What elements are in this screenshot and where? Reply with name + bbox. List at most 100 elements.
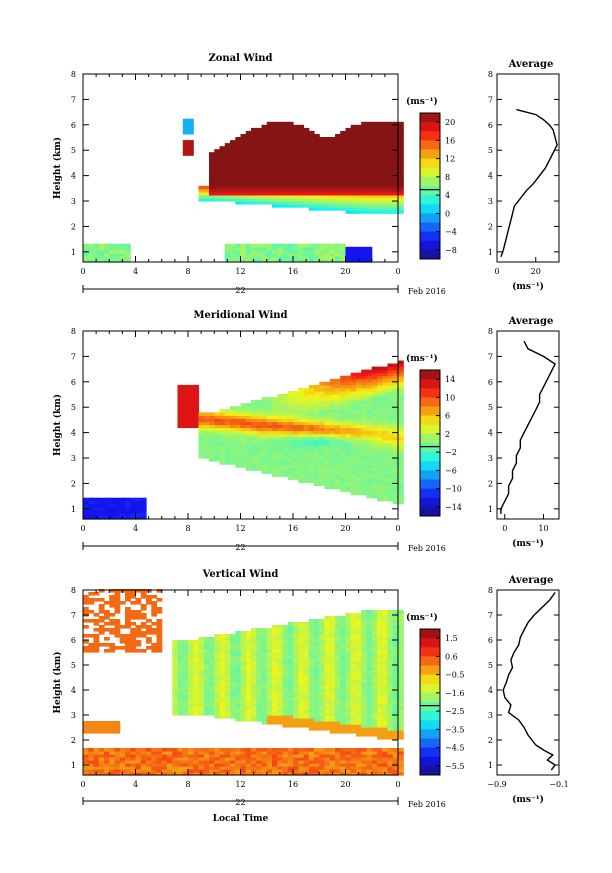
heatmap-cell: [167, 763, 173, 767]
heatmap-cell: [314, 769, 320, 773]
heatmap-cell: [224, 243, 231, 248]
heatmap-cell: [329, 688, 336, 692]
heatmap-cell: [287, 412, 294, 416]
colorbar-swatch: [420, 424, 440, 435]
heatmap-cell: [308, 188, 315, 193]
heatmap-cell: [125, 646, 131, 650]
heatmap-cell: [361, 378, 367, 383]
heatmap-cell: [277, 625, 284, 629]
heatmap-cell: [377, 766, 383, 770]
heatmap-cell: [335, 688, 341, 692]
heatmap-cell: [209, 682, 215, 686]
heatmap-cell: [93, 634, 100, 638]
heatmap-cell: [282, 161, 289, 165]
heatmap-cell: [93, 769, 100, 773]
heatmap-cell: [261, 694, 268, 698]
heatmap-cell: [230, 427, 236, 432]
heatmap-cell: [377, 369, 383, 374]
heatmap-cell: [140, 500, 147, 505]
heatmap-cell: [272, 694, 278, 698]
heatmap-cell: [293, 430, 299, 435]
heatmap-cell: [345, 461, 352, 465]
heatmap-cell: [356, 143, 362, 147]
heatmap-cell: [272, 182, 278, 187]
heatmap-cell: [387, 427, 394, 432]
heatmap-cell: [319, 757, 326, 761]
heatmap-cell: [361, 625, 367, 629]
heatmap-cell: [361, 679, 367, 683]
heatmap-cell: [377, 155, 383, 159]
heatmap-cell: [177, 397, 184, 401]
heatmap-cell: [361, 372, 367, 377]
heatmap-cell: [256, 715, 263, 719]
heatmap-cell: [287, 700, 294, 704]
heatmap-cell: [209, 751, 215, 755]
heatmap-cell: [382, 733, 388, 737]
heatmap-cell: [193, 655, 200, 659]
heatmap-cell: [314, 430, 320, 435]
heatmap-cell: [203, 676, 210, 680]
heatmap-cell: [345, 649, 352, 653]
colorbar-swatch: [420, 195, 440, 205]
heatmap-cell: [266, 194, 273, 199]
heatmap-cell: [329, 176, 336, 181]
heatmap-cell: [235, 445, 242, 450]
heatmap-cell: [167, 748, 173, 752]
heatmap-cell: [198, 424, 205, 429]
heatmap-cell: [224, 685, 231, 689]
heatmap-cell: [329, 473, 336, 477]
heatmap-cell: [361, 769, 367, 773]
heatmap-cell: [214, 430, 221, 435]
heatmap-cell: [240, 409, 247, 413]
heatmap-cell: [392, 363, 399, 368]
heatmap-cell: [366, 697, 373, 701]
heatmap-cell: [308, 682, 315, 686]
heatmap-cell: [298, 418, 305, 422]
heatmap-cell: [224, 637, 231, 641]
heatmap-cell: [293, 476, 299, 480]
heatmap-cell: [308, 164, 315, 168]
heatmap-cell: [319, 455, 326, 459]
heatmap-cell: [319, 625, 326, 629]
heatmap-cell: [125, 748, 131, 752]
heatmap-cell: [209, 661, 215, 665]
heatmap-cell: [172, 661, 179, 665]
heatmap-cell: [303, 700, 310, 704]
heatmap-cell: [382, 130, 388, 135]
heatmap-cell: [177, 394, 184, 398]
heatmap-cell: [266, 670, 273, 674]
heatmap-cell: [282, 712, 289, 716]
heatmap-cell: [256, 170, 263, 175]
heatmap-cell: [382, 488, 388, 493]
heatmap-cell: [324, 182, 331, 187]
heatmap-cell: [198, 445, 205, 450]
heatmap-cell: [371, 464, 378, 468]
heatmap-cell: [214, 757, 221, 761]
heatmap-cell: [282, 124, 289, 129]
heatmap-cell: [382, 442, 388, 447]
heatmap-cell: [298, 134, 305, 138]
heatmap-cell: [377, 715, 383, 719]
heatmap-cell: [266, 718, 273, 722]
heatmap-cell: [319, 164, 326, 168]
heatmap-cell: [345, 760, 352, 764]
heatmap-cell: [319, 143, 326, 147]
heatmap-cell: [261, 676, 268, 680]
heatmap-cell: [361, 451, 367, 456]
heatmap-cell: [319, 252, 326, 257]
heatmap-cell: [277, 249, 284, 254]
heatmap-cell: [198, 427, 205, 432]
heatmap-cell: [319, 760, 326, 764]
heatmap-cell: [382, 676, 388, 680]
heatmap-cell: [156, 649, 163, 653]
heatmap-cell: [256, 418, 263, 422]
heatmap-cell: [272, 772, 278, 776]
heatmap-cell: [104, 754, 110, 758]
heatmap-cell: [172, 658, 179, 662]
heatmap-cell: [324, 439, 331, 444]
heatmap-cell: [140, 748, 147, 752]
heatmap-cell: [361, 369, 367, 374]
heatmap-cell: [83, 601, 89, 605]
heatmap-cell: [114, 595, 121, 599]
heatmap-cell: [277, 140, 284, 144]
